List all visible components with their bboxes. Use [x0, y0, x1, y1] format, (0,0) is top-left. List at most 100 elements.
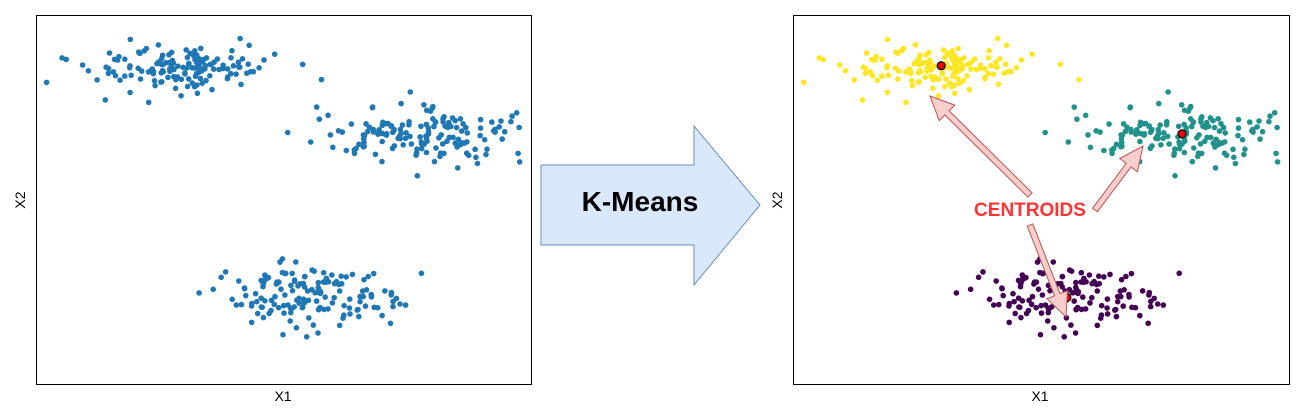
scatter-point [1267, 113, 1273, 119]
scatter-point [1071, 298, 1077, 304]
scatter-point [339, 129, 346, 135]
scatter-point [336, 322, 343, 329]
scatter-point [421, 102, 427, 108]
scatter-point [310, 322, 317, 328]
scatter-point [402, 302, 409, 308]
scatter-point [928, 66, 934, 73]
scatter-point [229, 296, 235, 303]
scatter-point [501, 128, 508, 135]
scatter-point [369, 104, 376, 110]
scatter-point [973, 66, 980, 73]
scatter-point [1191, 145, 1197, 151]
scatter-point [1040, 270, 1046, 277]
scatter-point [127, 89, 133, 96]
scatter-point [1029, 51, 1035, 57]
scatter-point [122, 73, 128, 79]
scatter-point [1176, 270, 1182, 277]
scatter-point [1066, 286, 1073, 293]
scatter-point [183, 65, 190, 71]
scatter-point [1006, 319, 1012, 326]
scatter-point [165, 74, 171, 81]
scatter-point [893, 49, 899, 55]
scatter-point [1164, 118, 1170, 125]
scatter-point [370, 129, 377, 135]
scatter-point [202, 62, 209, 69]
scatter-point [207, 73, 213, 79]
scatter-point [293, 325, 300, 331]
scatter-point [472, 146, 478, 153]
scatter-point [230, 63, 237, 69]
scatter-point [993, 64, 999, 70]
scatter-point [1161, 130, 1167, 136]
scatter-point [1235, 125, 1242, 131]
scatter-point [102, 97, 109, 103]
scatter-point [836, 62, 843, 68]
scatter-point [406, 118, 412, 125]
scatter-point [1117, 288, 1124, 294]
scatter-point [930, 76, 936, 83]
scatter-point [1023, 310, 1030, 317]
scatter-point [135, 49, 142, 55]
scatter-point [199, 80, 205, 86]
scatter-point [873, 53, 879, 60]
scatter-point [388, 292, 395, 298]
scatter-point [289, 270, 295, 277]
scatter-point [280, 302, 287, 309]
scatter-point [1028, 301, 1035, 308]
scatter-point [1050, 259, 1057, 265]
scatter-point [922, 74, 928, 81]
scatter-point [288, 306, 295, 312]
scatter-point [1164, 133, 1171, 140]
scatter-point [953, 66, 960, 73]
scatter-point [1155, 130, 1162, 137]
scatter-point [399, 122, 406, 128]
left-x-axis-label: X1 [274, 388, 292, 404]
scatter-point [117, 77, 123, 83]
scatter-point [127, 36, 134, 43]
scatter-point [1126, 294, 1132, 300]
scatter-point [253, 298, 260, 305]
scatter-point [1146, 123, 1152, 129]
scatter-point [173, 76, 179, 83]
scatter-point [932, 63, 938, 69]
scatter-point [301, 284, 308, 290]
scatter-point [196, 290, 202, 296]
scatter-point [915, 79, 921, 85]
scatter-point [191, 83, 198, 90]
centroid-point [1062, 292, 1072, 303]
scatter-point [816, 55, 822, 61]
scatter-point [1015, 295, 1022, 302]
scatter-point [329, 272, 335, 278]
scatter-point [248, 303, 255, 309]
scatter-point [246, 42, 252, 49]
scatter-point [400, 142, 407, 148]
scatter-point [244, 70, 250, 76]
scatter-point [924, 66, 930, 72]
scatter-point [1076, 76, 1082, 83]
scatter-point [182, 70, 188, 76]
scatter-point [289, 287, 296, 294]
scatter-point [1044, 318, 1051, 324]
scatter-point [1033, 304, 1039, 311]
scatter-point [383, 131, 390, 137]
scatter-point [295, 283, 301, 289]
scatter-point [1046, 306, 1052, 312]
scatter-point [1215, 116, 1221, 122]
scatter-point [1094, 288, 1101, 294]
scatter-point [194, 90, 201, 97]
scatter-point [1147, 303, 1154, 310]
scatter-point [1038, 310, 1045, 316]
scatter-point [282, 292, 288, 298]
scatter-point [235, 64, 242, 70]
scatter-point [903, 99, 909, 106]
scatter-point [309, 286, 315, 293]
scatter-point [171, 66, 177, 73]
scatter-point [1068, 322, 1074, 328]
scatter-point [453, 124, 460, 131]
scatter-point [178, 76, 185, 83]
scatter-point [436, 135, 442, 141]
scatter-point [365, 273, 372, 280]
scatter-point [1230, 146, 1236, 153]
scatter-point [1086, 272, 1093, 278]
scatter-point [299, 304, 306, 311]
